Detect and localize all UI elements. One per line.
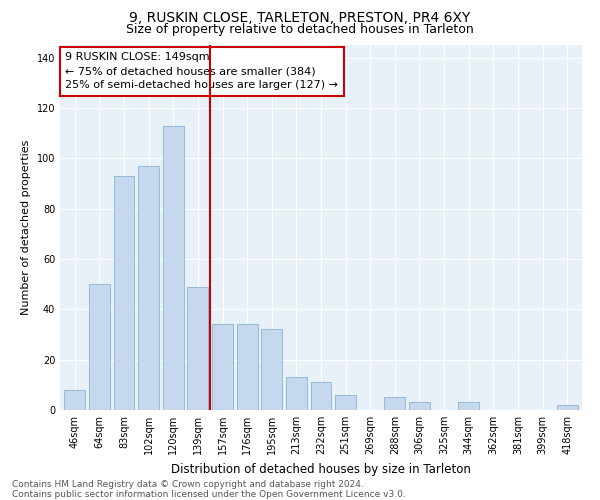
Text: 9, RUSKIN CLOSE, TARLETON, PRESTON, PR4 6XY: 9, RUSKIN CLOSE, TARLETON, PRESTON, PR4 … [130,11,470,25]
Bar [286,378,307,410]
Bar [557,405,578,410]
Bar [64,390,85,410]
Bar [212,324,233,410]
Bar [335,395,356,410]
Text: Contains HM Land Registry data © Crown copyright and database right 2024.
Contai: Contains HM Land Registry data © Crown c… [12,480,406,499]
Text: 9 RUSKIN CLOSE: 149sqm
← 75% of detached houses are smaller (384)
25% of semi-de: 9 RUSKIN CLOSE: 149sqm ← 75% of detached… [65,52,338,90]
Bar [89,284,110,410]
Bar [138,166,159,410]
Bar [261,330,282,410]
Bar [163,126,184,410]
X-axis label: Distribution of detached houses by size in Tarleton: Distribution of detached houses by size … [171,462,471,475]
Y-axis label: Number of detached properties: Number of detached properties [21,140,31,315]
Bar [311,382,331,410]
Bar [113,176,134,410]
Bar [458,402,479,410]
Text: Size of property relative to detached houses in Tarleton: Size of property relative to detached ho… [126,22,474,36]
Bar [236,324,257,410]
Bar [409,402,430,410]
Bar [187,286,208,410]
Bar [385,398,406,410]
